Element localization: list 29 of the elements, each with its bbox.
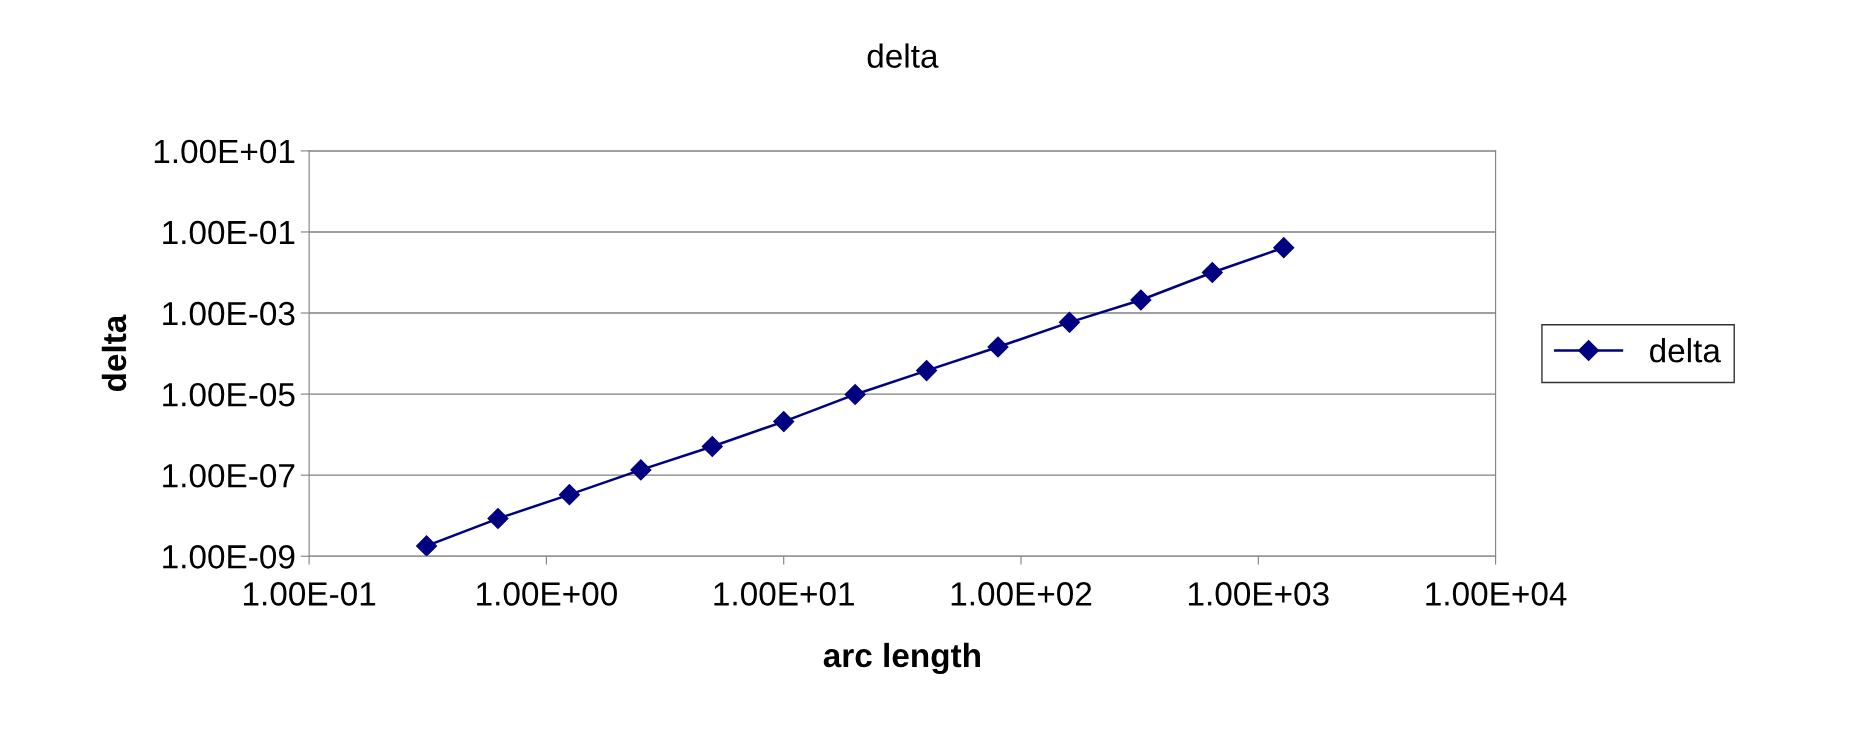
y-axis-title: delta — [101, 314, 127, 392]
point — [701, 435, 723, 457]
legend-label: delta — [1650, 338, 1721, 363]
point — [773, 411, 795, 433]
x-tick-label: 1.00E-01 — [244, 582, 376, 606]
point — [1130, 289, 1152, 311]
point — [558, 484, 580, 506]
x-tick-label: 1.00E+01 — [714, 582, 854, 606]
chart-title: delta — [867, 43, 939, 68]
point — [487, 508, 509, 530]
point — [416, 535, 438, 557]
x-tick-label: 1.00E+02 — [951, 582, 1092, 606]
y-tick-label: 1.00E-09 — [163, 545, 295, 569]
y-tick-label: 1.00E-05 — [163, 382, 295, 407]
y-tick-label: 1.00E-07 — [163, 463, 295, 488]
x-tick-label: 1.00E+00 — [477, 582, 617, 606]
x-tick-label: 1.00E+04 — [1426, 582, 1567, 606]
y-tick-label: 1.00E-01 — [163, 220, 295, 245]
y-tick-label: 1.00E+01 — [154, 139, 295, 164]
x-axis-title: arc length — [823, 642, 980, 675]
x-tick-label: 1.00E+03 — [1189, 582, 1329, 606]
point — [1201, 261, 1223, 284]
point — [916, 360, 938, 382]
point — [1273, 237, 1295, 259]
point — [1058, 311, 1080, 333]
point — [630, 459, 652, 481]
point — [987, 336, 1009, 358]
point — [844, 383, 866, 405]
y-tick-label: 1.00E-03 — [163, 301, 295, 326]
